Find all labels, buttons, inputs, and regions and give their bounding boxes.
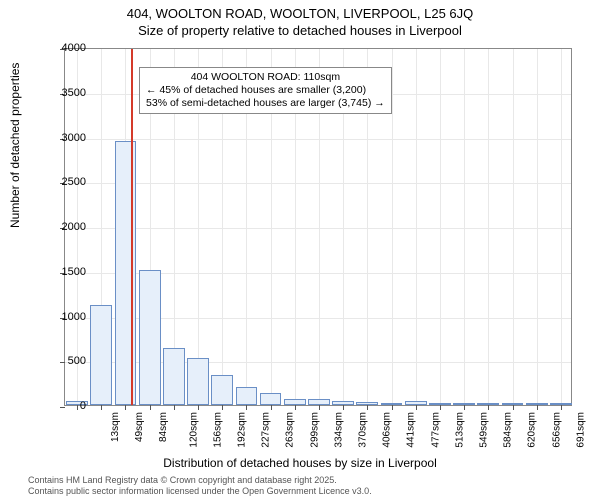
xtick-label: 84sqm	[158, 412, 169, 442]
xtick-mark	[416, 405, 417, 410]
annotation-box: 404 WOOLTON ROAD: 110sqm← 45% of detache…	[139, 67, 392, 114]
plot-wrap: 404 WOOLTON ROAD: 110sqm← 45% of detache…	[64, 48, 572, 406]
gridline-v	[488, 49, 489, 405]
xtick-mark	[101, 405, 102, 410]
xtick-label: 513sqm	[454, 412, 465, 448]
histogram-bar	[211, 375, 233, 405]
histogram-bar	[260, 393, 282, 405]
xtick-mark	[464, 405, 465, 410]
gridline-h	[65, 183, 571, 184]
xtick-label: 477sqm	[430, 412, 441, 448]
histogram-bar	[115, 141, 137, 405]
gridline-v	[416, 49, 417, 405]
xtick-mark	[198, 405, 199, 410]
xtick-mark	[174, 405, 175, 410]
xtick-label: 370sqm	[358, 412, 369, 448]
xtick-mark	[295, 405, 296, 410]
reference-line	[131, 49, 133, 405]
histogram-bar	[139, 270, 161, 405]
xtick-label: 584sqm	[503, 412, 514, 448]
xtick-mark	[561, 405, 562, 410]
xtick-mark	[271, 405, 272, 410]
ytick-label: 3000	[40, 132, 86, 144]
footer-line1: Contains HM Land Registry data © Crown c…	[28, 475, 372, 486]
title-line2: Size of property relative to detached ho…	[0, 23, 600, 38]
histogram-bar	[187, 358, 209, 405]
ytick-label: 0	[40, 400, 86, 412]
xtick-label: 120sqm	[188, 412, 199, 448]
xtick-label: 156sqm	[212, 412, 223, 448]
ytick-label: 1000	[40, 311, 86, 323]
xtick-label: 406sqm	[382, 412, 393, 448]
xtick-label: 691sqm	[575, 412, 586, 448]
gridline-v	[513, 49, 514, 405]
gridline-v	[440, 49, 441, 405]
histogram-bar	[236, 387, 258, 405]
plot-area: 404 WOOLTON ROAD: 110sqm← 45% of detache…	[64, 48, 572, 406]
xtick-label: 13sqm	[110, 412, 121, 442]
xtick-mark	[319, 405, 320, 410]
xtick-label: 549sqm	[479, 412, 490, 448]
xtick-mark	[246, 405, 247, 410]
footer-credits: Contains HM Land Registry data © Crown c…	[28, 475, 372, 498]
xtick-label: 656sqm	[551, 412, 562, 448]
xtick-label: 441sqm	[406, 412, 417, 448]
xtick-label: 263sqm	[285, 412, 296, 448]
xtick-label: 620sqm	[527, 412, 538, 448]
footer-line2: Contains public sector information licen…	[28, 486, 372, 497]
xtick-mark	[367, 405, 368, 410]
y-axis-title: Number of detached properties	[8, 63, 22, 228]
xtick-label: 192sqm	[237, 412, 248, 448]
xtick-mark	[150, 405, 151, 410]
gridline-h	[65, 139, 571, 140]
xtick-mark	[222, 405, 223, 410]
xtick-label: 334sqm	[333, 412, 344, 448]
ytick-label: 2000	[40, 221, 86, 233]
ytick-label: 3500	[40, 87, 86, 99]
title-line1: 404, WOOLTON ROAD, WOOLTON, LIVERPOOL, L…	[0, 6, 600, 21]
gridline-v	[561, 49, 562, 405]
histogram-bar	[163, 348, 185, 405]
x-axis-title: Distribution of detached houses by size …	[0, 456, 600, 470]
annotation-line2: ← 45% of detached houses are smaller (3,…	[146, 84, 385, 97]
xtick-mark	[488, 405, 489, 410]
ytick-label: 1500	[40, 266, 86, 278]
xtick-label: 299sqm	[309, 412, 320, 448]
annotation-line3: 53% of semi-detached houses are larger (…	[146, 97, 385, 110]
gridline-v	[464, 49, 465, 405]
xtick-mark	[343, 405, 344, 410]
xtick-label: 227sqm	[261, 412, 272, 448]
xtick-mark	[125, 405, 126, 410]
annotation-line1: 404 WOOLTON ROAD: 110sqm	[146, 71, 385, 84]
title-block: 404, WOOLTON ROAD, WOOLTON, LIVERPOOL, L…	[0, 0, 600, 38]
ytick-label: 2500	[40, 176, 86, 188]
histogram-bar	[90, 305, 112, 405]
gridline-v	[537, 49, 538, 405]
ytick-label: 4000	[40, 42, 86, 54]
chart-container: 404, WOOLTON ROAD, WOOLTON, LIVERPOOL, L…	[0, 0, 600, 500]
xtick-mark	[392, 405, 393, 410]
gridline-h	[65, 228, 571, 229]
xtick-label: 49sqm	[134, 412, 145, 442]
xtick-mark	[440, 405, 441, 410]
ytick-label: 500	[40, 355, 86, 367]
xtick-mark	[537, 405, 538, 410]
xtick-mark	[513, 405, 514, 410]
